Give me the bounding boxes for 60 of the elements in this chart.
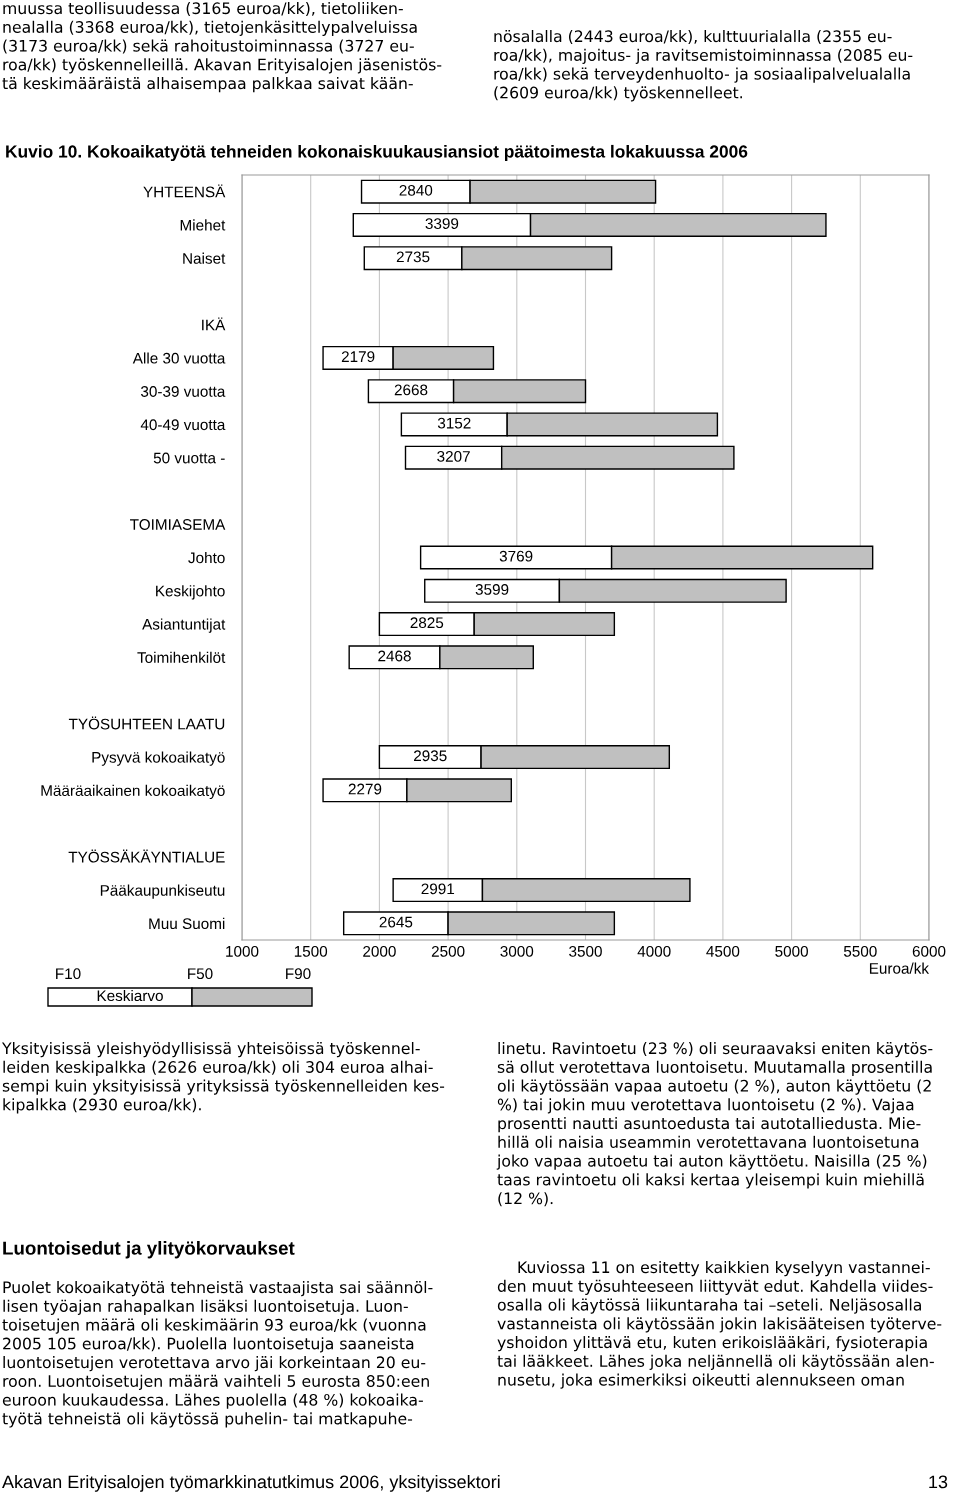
x-tick-label: 3500: [569, 945, 602, 957]
y-tick-label: YHTEENSÄ: [143, 184, 226, 198]
x-tick-label: 3000: [500, 945, 534, 957]
y-tick-label: Asiantuntijat: [142, 618, 226, 633]
x-tick-label: 5000: [775, 945, 808, 957]
x-axis-title: Euroa/kk: [869, 962, 930, 974]
y-tick-label: Alle 30 vuotta: [132, 352, 226, 364]
annotation: 2825: [410, 617, 444, 629]
annotation: 2991: [421, 883, 455, 895]
x-tick-label: 5500: [843, 945, 877, 957]
y-tick-label: 50 vuotta -: [153, 452, 225, 464]
text: F10: [56, 968, 81, 980]
y-tick-label: Johto: [188, 551, 225, 564]
text: Kuviossa 11 on esitetty kaikkien kyselyyn vastannei- den muut työsuhteeseen liittyvät edut. Kahdella viides- osalla oli käytössä liikuntaraha tai –seteli. Neljäsosalla vastanneista oli käytössään jokin lakisääteisen työterve- yshoidon ylittävä etu, kuten erikoislääkäri, fysioterapia tai lääkkeet. Lähes joka neljännellä oli käytössään alen- nusetu, joka esimerkiksi oikeutti alennukseen oman: [497, 1261, 942, 1389]
y-tick-label: Keskijohto: [156, 585, 225, 600]
annotation: 2935: [414, 750, 447, 762]
annotation: 2468: [378, 650, 411, 662]
chart-title: Kuvio 10. Kokoaikatyötä tehneiden kokonaiskuukausiansiot päätoimesta lokakuussa 2006: [6, 144, 748, 162]
text: muussa teollisuudessa (3165 euroa/kk), tietoliiken- nealalla (3368 euroa/kk), tietojenkäsittelypalveluissa (3173 euroa/kk) sekä rahoitustoiminnassa (3727 eu- roa/kk) työskennelleillä. Akavan Erityisalojen jäsenistös- tä keskimääräistä alhaisempaa palkkaa saivat kään-: [2, 2, 442, 93]
text: F90: [286, 968, 311, 980]
annotation: 2840: [399, 184, 433, 196]
y-tick-label: Pääkaupunkiseutu: [100, 884, 225, 899]
y-tick-label: TOIMIASEMA: [130, 519, 226, 530]
text: linetu. Ravintoetu (23 %) oli seuraavaksi eniten käytös- sä ollut verotettava luontoisetu. Muutamalla prosentilla oli käytössään vapaa autoetu (2 %), auton käyttöetu (2 %) tai jokin muu verotettava luontoisetu (2 %). Vajaa prosentti nautti asuntoedusta tai autotalliedusta. Mie- hillä oli naisia useammin verotettavana luontoisetuna joko vapaa autoetu tai auton käyttöetu. Naisilla (25 %) taas ravintoetu oli kaksi kertaa yleisempi kuin miehillä (12 %).: [496, 1042, 933, 1207]
annotation: 3399: [425, 218, 459, 229]
x-tick-label: 4000: [637, 945, 671, 957]
y-tick-label: Muu Suomi: [149, 917, 225, 930]
text: nösalalla (2443 euroa/kk), kulttuurialalla (2355 eu- roa/kk), majoitus- ja ravitsemistoiminnassa (2085 eu- roa/kk) sekä terveydenhuolto- ja sosiaalipalvelualalla (2609 euroa/kk) työskennelleet.: [494, 30, 913, 102]
y-tick-label: Määräaikainen kokoaikatyö: [41, 784, 225, 800]
y-tick-label: Naiset: [183, 252, 226, 264]
y-tick-label: 30-39 vuotta: [140, 386, 226, 397]
annotation: 3207: [437, 451, 470, 462]
x-tick-label: 4500: [706, 945, 740, 957]
x-tick-label: 1000: [226, 945, 259, 957]
text: Akavan Erityisalojen työmarkkinatutkimus 2006, yksityissektori: [2, 1475, 500, 1492]
text: Yksityisissä yleishyödyllisissä yhteisöissä työskennel- leiden keskipalkka (2626 euroa/kk) oli 304 euroa alhai- sempi kuin yksityisissä yrityksissä työskennelleiden kes- kipalkka (2930 euroa/kk).: [1, 1042, 445, 1114]
text: F50: [188, 968, 213, 980]
y-tick-label: 40-49 vuotta: [140, 419, 226, 431]
annotation: 3152: [437, 417, 471, 429]
x-tick-label: 6000: [912, 945, 946, 957]
y-tick-label: IKÄ: [202, 317, 226, 331]
y-tick-label: Toimihenkilöt: [137, 651, 226, 663]
text: 13: [929, 1475, 948, 1489]
y-tick-label: TYÖSSÄKÄYNTIALUE: [68, 849, 225, 863]
y-tick-label: Pysyvä kokoaikatyö: [92, 751, 225, 766]
x-tick-label: 1500: [294, 945, 328, 957]
annotation: 2645: [379, 916, 413, 928]
text: Keskiarvo: [97, 989, 163, 1002]
y-tick-label: TYÖSUHTEEN LAATU: [68, 716, 225, 730]
x-tick-label: 2500: [431, 945, 465, 957]
y-tick-label: Miehet: [180, 219, 226, 231]
annotation: 2179: [341, 351, 375, 363]
annotation: 3599: [475, 584, 509, 595]
text: Puolet kokoaikatyötä tehneistä vastaajista sai säännöl- lisen työajan rahapalkan lisäksi luontoisetuja. Luon- toisetujen määrä oli keskimäärin 93 euroa/kk (vuonna 2005 105 euroa/kk). Puolella luontoisetuja saaneista luontoisetujen verotettava arvo jäi korkeintaan 20 eu- roon. Luontoisetujen määrä vaihteli 5 eurosta 850:een euroon kuukaudessa. Lähes puolella (48 %) kokoaika- työtä tehneistä oli käytössä puhelin- tai matkapuhe-: [2, 1281, 433, 1428]
annotation: 2668: [394, 384, 428, 396]
annotation: 3769: [499, 550, 533, 562]
annotation: 2735: [396, 251, 430, 263]
text: Luontoisedut ja ylityökorvaukset: [3, 1241, 295, 1259]
annotation: 2279: [348, 783, 382, 795]
x-tick-label: 2000: [363, 945, 396, 957]
